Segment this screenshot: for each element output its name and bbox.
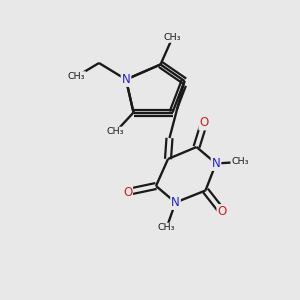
Text: CH₃: CH₃ — [68, 72, 85, 81]
Text: N: N — [122, 73, 130, 86]
Text: CH₃: CH₃ — [107, 128, 124, 136]
Text: O: O — [218, 205, 226, 218]
Text: CH₃: CH₃ — [158, 224, 175, 232]
Text: N: N — [171, 196, 180, 209]
Text: O: O — [123, 185, 132, 199]
Text: N: N — [212, 157, 220, 170]
Text: CH₃: CH₃ — [231, 158, 249, 166]
Text: CH₃: CH₃ — [164, 33, 181, 42]
Text: O: O — [200, 116, 208, 130]
